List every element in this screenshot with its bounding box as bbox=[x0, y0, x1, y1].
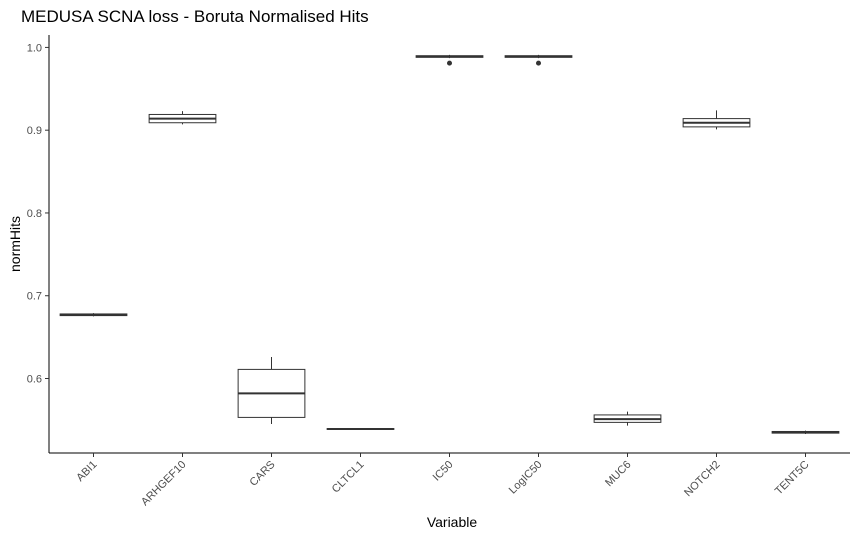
outlier-point bbox=[447, 60, 452, 66]
x-tick-label: TENT5C bbox=[773, 459, 812, 498]
y-axis-ticks: 0.6 0.7 0.8 0.9 1.0 bbox=[27, 42, 49, 386]
y-tick-label: 0.8 bbox=[27, 208, 42, 220]
box-cltcl1 bbox=[326, 427, 395, 430]
x-tick-label: LogIC50 bbox=[507, 459, 545, 497]
box-cars bbox=[237, 356, 306, 425]
y-tick-label: 1.0 bbox=[27, 42, 42, 54]
chart-title: MEDUSA SCNA loss - Boruta Normalised Hit… bbox=[21, 7, 369, 26]
x-axis-ticks: ABI1 ARHGEF10 CARS CLTCL1 IC50 LogIC50 MUC6 NOT… bbox=[74, 453, 812, 509]
x-tick-label: ARHGEF10 bbox=[139, 459, 189, 509]
x-tick-label: IC50 bbox=[431, 459, 456, 484]
outlier-point bbox=[536, 60, 541, 66]
y-tick-label: 0.7 bbox=[27, 291, 42, 303]
x-tick-label: CARS bbox=[248, 459, 278, 489]
y-tick-label: 0.9 bbox=[27, 125, 42, 137]
box-tent5c bbox=[771, 430, 840, 434]
x-tick-label: CLTCL1 bbox=[330, 459, 367, 496]
plot-area bbox=[59, 54, 840, 434]
x-axis-label: Variable bbox=[427, 514, 478, 530]
y-axis-label: normHits bbox=[7, 216, 23, 272]
box-muc6 bbox=[593, 411, 662, 426]
box-logic50 bbox=[504, 54, 573, 66]
x-tick-label: NOTCH2 bbox=[682, 459, 722, 499]
x-tick-label: MUC6 bbox=[603, 459, 634, 490]
x-tick-label: ABI1 bbox=[74, 459, 99, 484]
y-tick-label: 0.6 bbox=[27, 374, 42, 386]
box-notch2 bbox=[682, 110, 751, 130]
box-abi1 bbox=[59, 313, 128, 317]
box-arhgef10 bbox=[148, 111, 217, 125]
box-ic50 bbox=[415, 54, 484, 66]
